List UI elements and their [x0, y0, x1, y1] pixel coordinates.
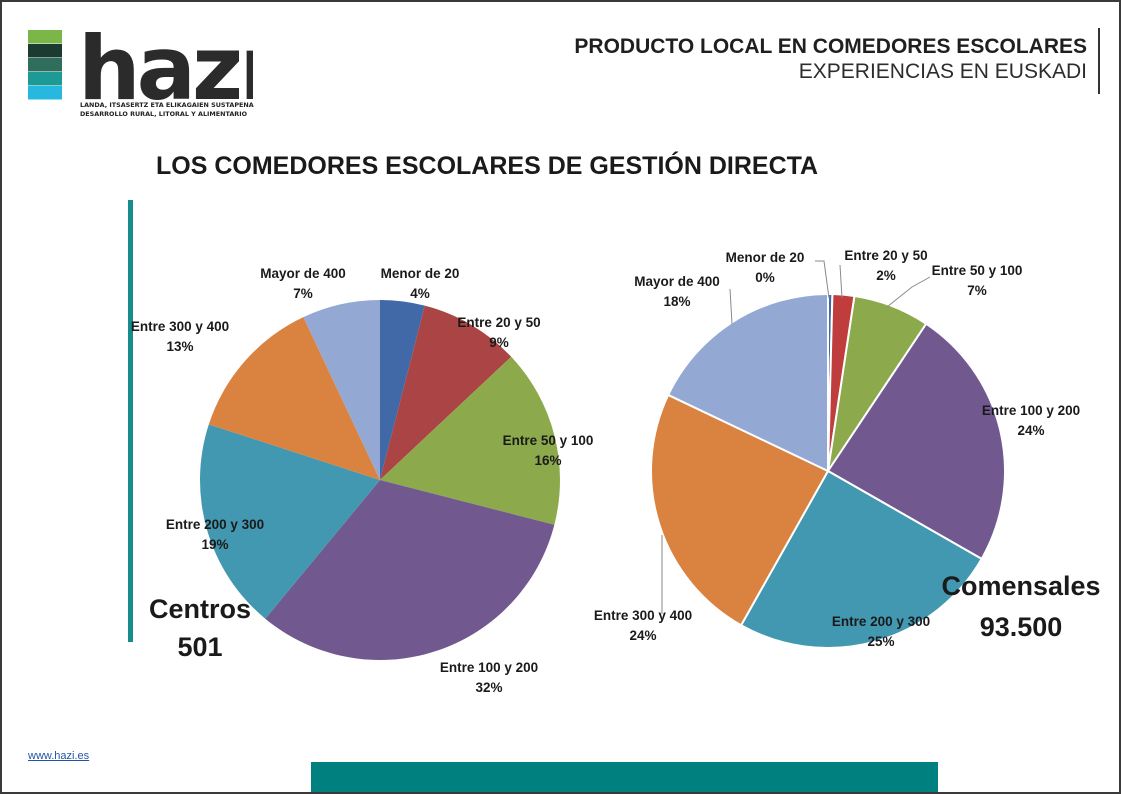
pie-slice [380, 356, 560, 525]
slice-category-label: Entre 100 y 200 [440, 660, 538, 675]
pie-slice [380, 305, 512, 480]
slice-value-label: 13% [166, 339, 193, 354]
main-title: LOS COMEDORES ESCOLARES DE GESTIÓN DIREC… [156, 152, 819, 180]
chart-big-label: Comensales [941, 571, 1100, 601]
pie-slice [208, 317, 380, 480]
header-subtitle: EXPERIENCIAS EN EUSKADI [798, 60, 1087, 83]
logo-stripe [28, 86, 62, 100]
slice-value-label: 2% [876, 268, 896, 283]
hazi-logo: hazı [28, 17, 269, 120]
slice-category-label: Entre 200 y 300 [166, 517, 264, 532]
leader-line [886, 276, 931, 308]
slice-value-label: 24% [629, 628, 656, 643]
footer-bar [311, 762, 938, 792]
pie-chart-1: Menor de 20 4% Entre 20 y 50 9% Entre 50 y 1… [131, 266, 594, 695]
slice-value-label: 16% [534, 453, 561, 468]
slice-category-label: Menor de 20 [381, 266, 460, 281]
slice-category-label: Entre 200 y 300 [832, 614, 930, 629]
logo-stripe [28, 72, 62, 86]
logo-stripe [28, 44, 62, 58]
leader-line [815, 260, 830, 299]
slice-category-label: Entre 300 y 400 [131, 319, 229, 334]
slice-category-label: Entre 50 y 100 [503, 433, 594, 448]
leader-line [729, 288, 733, 325]
slice-value-label: 24% [1017, 423, 1044, 438]
slice-value-label: 9% [489, 335, 509, 350]
leader-line [839, 264, 843, 299]
footer-link[interactable]: www.hazi.es [28, 750, 90, 762]
slice-value-label: 32% [475, 680, 502, 695]
logo-stripe [28, 30, 62, 44]
slice-value-label: 4% [410, 286, 430, 301]
logo-stripe [28, 58, 62, 72]
header-divider [1098, 28, 1100, 94]
logo-tagline-spanish: DESARROLLO RURAL, LITORAL Y ALIMENTARIO [80, 110, 248, 118]
chart-big-label: 93.500 [980, 612, 1063, 642]
slice-category-label: Menor de 20 [726, 250, 805, 265]
slice-category-label: Entre 20 y 50 [457, 315, 540, 330]
logo-tagline-basque: LANDA, ITSASERTZ ETA ELIKAGAIEN SUSTAPEN… [80, 101, 254, 109]
pie-chart-2: Menor de 20 0% Entre 20 y 50 2% Entre 50 y 1… [594, 248, 1101, 649]
chart-big-label: 501 [177, 632, 222, 662]
slice-category-label: Entre 300 y 400 [594, 608, 692, 623]
slice-category-label: Mayor de 400 [634, 274, 720, 289]
chart-big-label: Centros [149, 594, 251, 624]
pie-slice [380, 300, 425, 480]
pie-slice [739, 469, 984, 649]
slice-value-label: 25% [867, 634, 894, 649]
pie-slice [666, 292, 829, 473]
logo-tagline: LANDA, ITSASERTZ ETA ELIKAGAIEN SUSTAPEN… [80, 101, 254, 119]
left-accent-bar [128, 200, 133, 642]
slice-value-label: 0% [755, 270, 775, 285]
pie-slice [826, 322, 1006, 561]
slice-value-label: 7% [293, 286, 313, 301]
slice-category-label: Mayor de 400 [260, 266, 346, 281]
slice-category-label: Entre 100 y 200 [982, 403, 1080, 418]
header-title: PRODUCTO LOCAL EN COMEDORES ESCOLARES [574, 35, 1087, 58]
pie-slice [265, 480, 555, 660]
pie-slice [200, 424, 380, 619]
pie-slice [650, 393, 830, 627]
slice-category-label: Entre 50 y 100 [932, 263, 1023, 278]
slice-value-label: 18% [663, 294, 690, 309]
pie-slice [303, 300, 380, 480]
slice-value-label: 19% [201, 537, 228, 552]
slice-category-label: Entre 20 y 50 [844, 248, 927, 263]
slice-value-label: 7% [967, 283, 987, 298]
